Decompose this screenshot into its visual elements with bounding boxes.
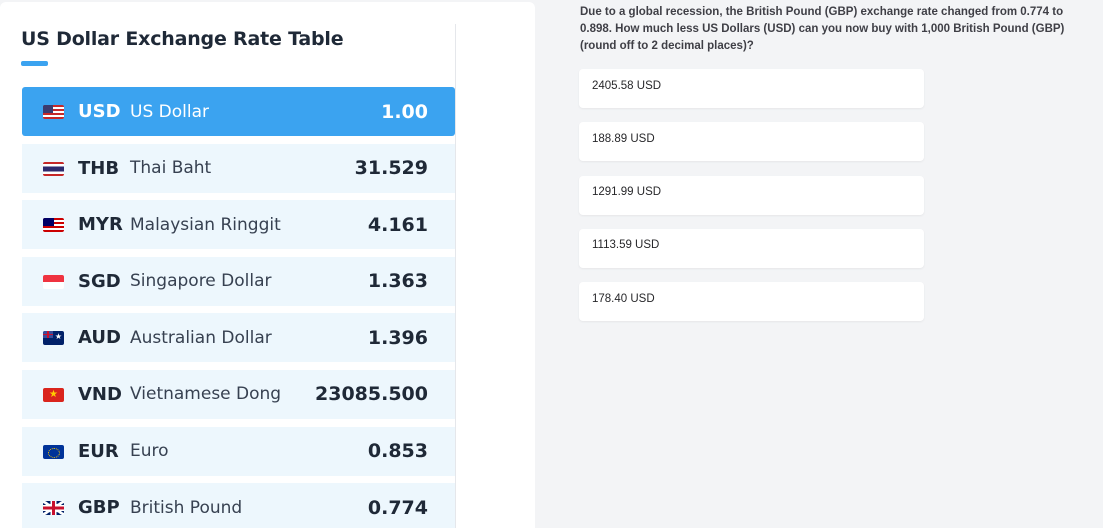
- answer-option-label: 1113.59 USD: [592, 239, 660, 252]
- currency-code: VND: [78, 383, 122, 405]
- currency-code: AUD: [78, 327, 121, 349]
- rate-row-usd[interactable]: USD US Dollar 1.00: [22, 87, 455, 136]
- exchange-rate-card: US Dollar Exchange Rate Table USD US Dol…: [0, 2, 535, 528]
- card-title: US Dollar Exchange Rate Table: [21, 28, 344, 50]
- answer-option[interactable]: 178.40 USD: [579, 282, 924, 322]
- rate-row-aud[interactable]: AUD Australian Dollar 1.396: [22, 313, 455, 363]
- currency-rate: 0.853: [367, 440, 428, 463]
- answer-option-label: 178.40 USD: [592, 292, 655, 305]
- currency-rate: 1.396: [367, 326, 428, 349]
- currency-name: Malaysian Ringgit: [130, 214, 281, 235]
- currency-name: Australian Dollar: [130, 327, 272, 348]
- currency-rate: 1.363: [367, 270, 428, 293]
- currency-rate: 31.529: [354, 157, 428, 180]
- currency-name: Vietnamese Dong: [130, 384, 282, 405]
- title-underline: [21, 61, 48, 66]
- currency-name: Euro: [130, 441, 169, 462]
- currency-name: British Pound: [130, 497, 243, 518]
- flag-th-icon: [43, 161, 64, 176]
- answer-option[interactable]: 2405.58 USD: [579, 69, 924, 108]
- currency-code: USD: [78, 101, 121, 122]
- answer-option-label: 2405.58 USD: [592, 79, 662, 92]
- currency-code: EUR: [78, 440, 119, 462]
- rate-row-myr[interactable]: MYR Malaysian Ringgit 4.161: [22, 200, 455, 250]
- currency-code: GBP: [78, 497, 120, 519]
- currency-code: THB: [78, 157, 120, 179]
- rate-row-thb[interactable]: THB Thai Baht 31.529: [22, 143, 455, 193]
- currency-code: MYR: [78, 214, 123, 236]
- answer-option[interactable]: 188.89 USD: [579, 122, 924, 162]
- currency-name: US Dollar: [130, 101, 209, 122]
- rate-row-gbp[interactable]: GBP British Pound 0.774: [22, 483, 455, 528]
- answer-option[interactable]: 1291.99 USD: [579, 175, 924, 215]
- card-divider: [455, 24, 456, 528]
- currency-rate: 0.774: [367, 496, 428, 519]
- flag-vn-icon: ★: [43, 387, 64, 402]
- currency-rate: 1.00: [381, 100, 428, 123]
- rate-row-vnd[interactable]: ★ VND Vietnamese Dong 23085.500: [22, 369, 455, 419]
- rate-row-sgd[interactable]: SGD Singapore Dollar 1.363: [22, 256, 455, 306]
- rate-row-eur[interactable]: EUR Euro 0.853: [22, 426, 455, 476]
- flag-sg-icon: [43, 274, 64, 289]
- answer-options: 2405.58 USD 188.89 USD 1291.99 USD 1113.…: [579, 69, 924, 335]
- flag-eu-icon: [43, 444, 64, 459]
- currency-code: SGD: [78, 270, 121, 292]
- currency-rate: 4.161: [367, 213, 428, 236]
- currency-name: Thai Baht: [130, 158, 212, 179]
- answer-option-label: 1291.99 USD: [592, 186, 662, 199]
- answer-option-label: 188.89 USD: [592, 132, 655, 145]
- flag-us-icon: [43, 105, 64, 119]
- currency-name: Singapore Dollar: [130, 271, 272, 292]
- flag-au-icon: [43, 331, 64, 346]
- currency-rate: 23085.500: [315, 383, 428, 406]
- flag-gb-icon: [43, 501, 64, 516]
- flag-my-icon: [43, 218, 64, 233]
- answer-option[interactable]: 1113.59 USD: [579, 228, 924, 268]
- question-text: Due to a global recession, the British P…: [580, 6, 1065, 52]
- rate-list: USD US Dollar 1.00 THB Thai Baht 31.529 …: [22, 87, 455, 528]
